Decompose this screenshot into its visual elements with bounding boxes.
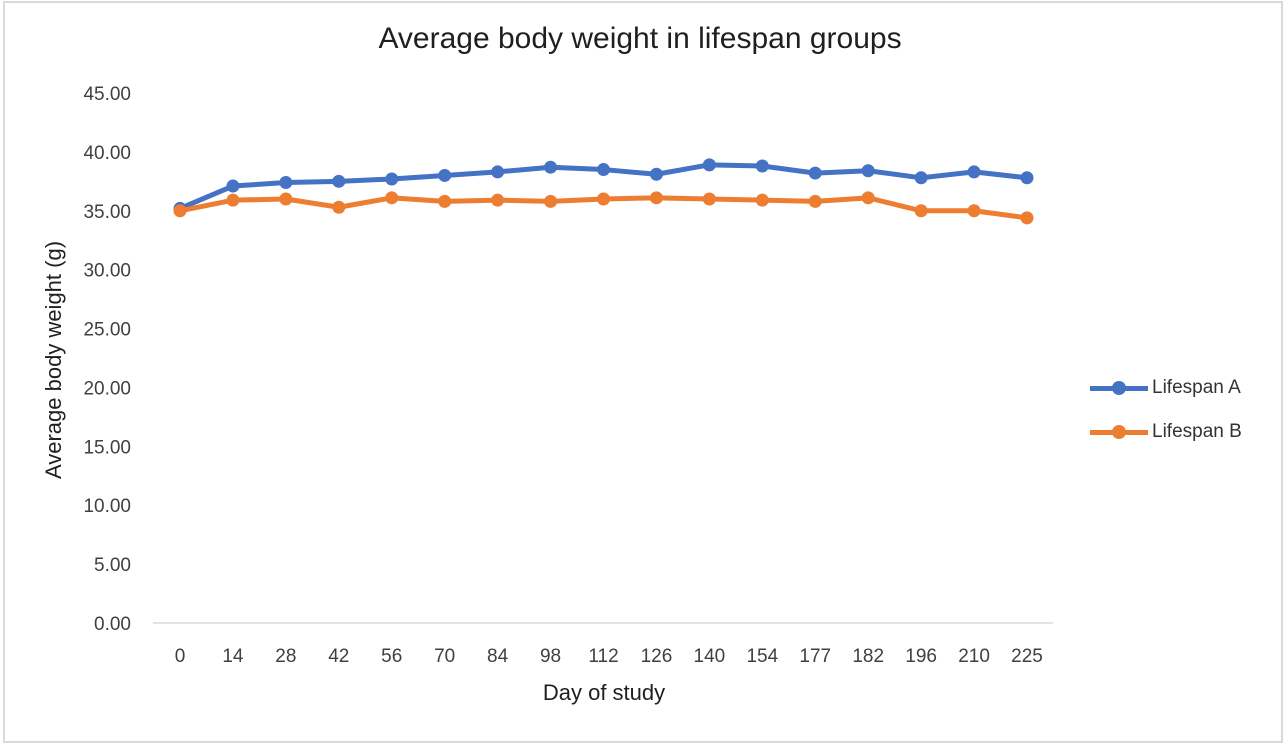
chart-title: Average body weight in lifespan groups — [378, 22, 902, 55]
data-point — [438, 168, 452, 182]
y-tick-label: 20.00 — [83, 378, 131, 399]
data-point — [1020, 171, 1034, 185]
data-point — [491, 165, 505, 179]
data-point — [279, 192, 293, 206]
data-point — [597, 192, 610, 206]
data-point — [861, 191, 875, 205]
data-point — [755, 159, 769, 173]
data-point — [967, 165, 981, 179]
data-point — [755, 193, 769, 207]
data-point — [226, 179, 240, 193]
data-point — [702, 158, 716, 172]
x-tick-label: 210 — [958, 646, 990, 667]
x-tick-label: 140 — [694, 646, 726, 667]
data-point — [544, 160, 558, 174]
y-tick-label: 45.00 — [83, 84, 131, 105]
data-point — [279, 176, 293, 190]
legend-swatch-lifespan-a — [1090, 374, 1148, 402]
y-tick-label: 0.00 — [94, 614, 131, 635]
data-point — [808, 166, 822, 180]
data-point — [385, 172, 399, 186]
data-point — [544, 194, 558, 208]
legend-label: Lifespan B — [1152, 421, 1242, 442]
data-point — [332, 174, 346, 188]
data-point — [808, 194, 822, 208]
x-tick-label: 182 — [852, 646, 884, 667]
data-point — [649, 167, 663, 181]
legend: Lifespan A Lifespan B — [1090, 366, 1242, 454]
x-tick-label: 177 — [799, 646, 831, 667]
y-tick-label: 5.00 — [94, 555, 131, 576]
data-point — [914, 204, 928, 218]
data-point — [967, 204, 981, 218]
data-point — [491, 193, 505, 207]
x-tick-label: 14 — [222, 646, 244, 667]
data-point — [914, 171, 928, 185]
data-point — [702, 192, 716, 206]
chart-area — [3, 1, 1283, 743]
data-point — [1020, 211, 1034, 225]
data-point — [597, 163, 610, 177]
x-tick-label: 98 — [540, 646, 561, 667]
y-tick-label: 10.00 — [83, 496, 131, 517]
data-point — [226, 193, 240, 207]
x-tick-label: 56 — [381, 646, 402, 667]
legend-swatch-lifespan-b — [1090, 418, 1148, 446]
y-tick-label: 40.00 — [83, 143, 131, 164]
x-tick-label: 28 — [275, 646, 296, 667]
x-tick-label: 154 — [746, 646, 778, 667]
data-point — [173, 204, 187, 218]
legend-label: Lifespan A — [1152, 377, 1241, 398]
y-tick-label: 35.00 — [83, 202, 131, 223]
x-tick-label: 126 — [641, 646, 673, 667]
data-point — [332, 200, 346, 214]
y-tick-label: 30.00 — [83, 261, 131, 282]
x-axis-title: Day of study — [542, 680, 666, 705]
data-point — [438, 194, 452, 208]
legend-marker — [1112, 381, 1126, 395]
y-axis-title: Average body weight (g) — [41, 240, 66, 480]
y-tick-label: 15.00 — [83, 437, 131, 458]
data-point — [861, 164, 875, 178]
legend-item-lifespan-a: Lifespan A — [1090, 366, 1242, 410]
data-point — [649, 191, 663, 205]
x-tick-label: 196 — [905, 646, 937, 667]
x-tick-label: 112 — [588, 646, 618, 667]
legend-item-lifespan-b: Lifespan B — [1090, 410, 1242, 454]
x-tick-label: 225 — [1011, 646, 1043, 667]
x-tick-label: 70 — [434, 646, 455, 667]
x-tick-label: 84 — [487, 646, 509, 667]
x-tick-label: 0 — [175, 646, 186, 667]
legend-marker — [1112, 425, 1126, 439]
x-tick-label: 42 — [328, 646, 349, 667]
data-point — [385, 191, 399, 205]
y-tick-label: 25.00 — [83, 320, 131, 341]
